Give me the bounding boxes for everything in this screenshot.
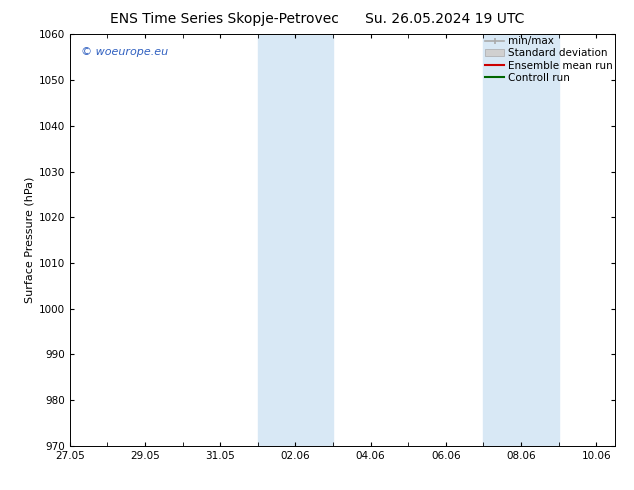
Y-axis label: Surface Pressure (hPa): Surface Pressure (hPa) (25, 177, 34, 303)
Legend: min/max, Standard deviation, Ensemble mean run, Controll run: min/max, Standard deviation, Ensemble me… (485, 36, 613, 83)
Bar (258, 34, 333, 446)
Text: © woeurope.eu: © woeurope.eu (81, 47, 168, 57)
Bar (483, 34, 559, 446)
Text: ENS Time Series Skopje-Petrovec      Su. 26.05.2024 19 UTC: ENS Time Series Skopje-Petrovec Su. 26.0… (110, 12, 524, 26)
